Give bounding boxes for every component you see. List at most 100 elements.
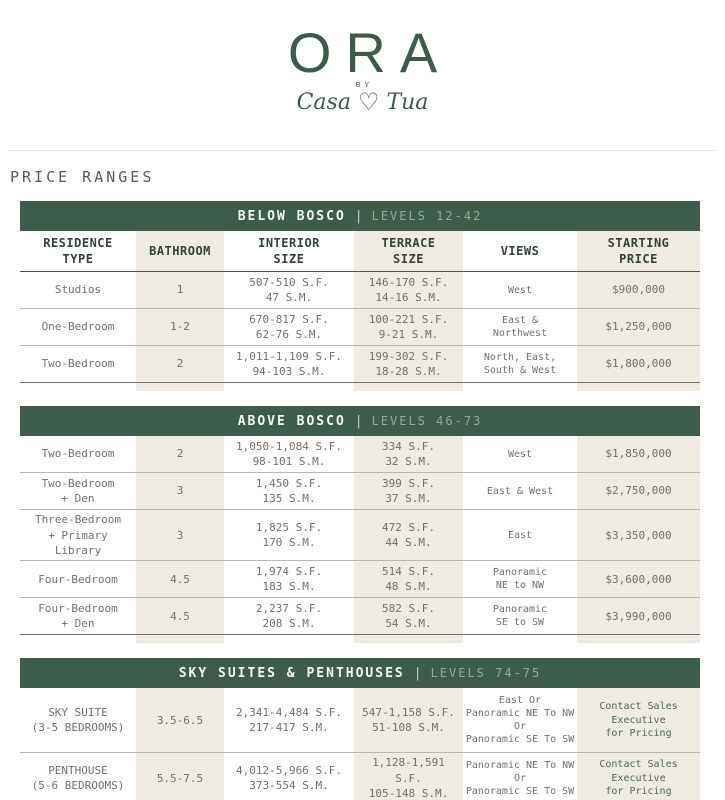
- interior-size-cell: 2,341-4,484 S.F. 217-417 S.M.: [236, 705, 342, 735]
- title-separator: |: [354, 413, 363, 429]
- starting-price-cell: $3,990,000: [577, 598, 700, 635]
- bathroom-cell: 4.5: [136, 561, 224, 598]
- section-title-bar: BELOW BOSCO | LEVELS 12-42: [20, 201, 700, 232]
- interior-size-cell: 1,011-1,109 S.F. 94-103 S.M.: [236, 349, 342, 379]
- bathroom-cell: 5.5-7.5: [136, 753, 224, 800]
- column-header-bathroom: BATHROOM: [136, 231, 224, 272]
- heart-icon: ♡: [357, 87, 380, 116]
- table-row: Two-Bedroom 2 1,050-1,084 S.F. 98-101 S.…: [20, 436, 700, 474]
- table-header-row: RESIDENCE TYPE BATHROOM INTERIOR SIZE TE…: [20, 231, 700, 273]
- contact-sales-cell: Contact Sales Executive for Pricing: [577, 688, 700, 753]
- interior-size-cell: 670-817 S.F. 62-76 S.M.: [249, 312, 329, 342]
- bathroom-cell: 1-2: [136, 309, 224, 346]
- section-title-bar: SKY SUITES & PENTHOUSES | LEVELS 74-75: [20, 658, 700, 689]
- views-cell: East & West: [486, 485, 554, 497]
- table-row: One-Bedroom 1-2 670-817 S.F. 62-76 S.M. …: [20, 309, 700, 347]
- logo-script-right: Tua: [386, 90, 429, 116]
- starting-price-cell: $1,850,000: [577, 436, 700, 473]
- table-row: Four-Bedroom + Den 4.5 2,237 S.F. 208 S.…: [20, 598, 700, 636]
- interior-size-cell: 507-510 S.F. 47 S.M.: [249, 275, 329, 305]
- terrace-size-cell: 399 S.F. 37 S.M.: [354, 473, 463, 510]
- terrace-size-cell: 514 S.F. 48 S.M.: [354, 561, 463, 598]
- logo-script-left: Casa: [296, 90, 351, 116]
- table-row: SKY SUITE (3-5 BEDROOMS) 3.5-6.5 2,341-4…: [20, 688, 700, 754]
- views-cell: West: [507, 448, 533, 460]
- section-title: ABOVE BOSCO: [237, 413, 346, 429]
- bathroom-cell: 3.5-6.5: [136, 688, 224, 753]
- views-cell: East: [507, 529, 533, 541]
- price-table-below-bosco: BELOW BOSCO | LEVELS 12-42 RESIDENCE TYP…: [20, 201, 700, 392]
- logo-casa-tua: Casa ♡ Tua: [0, 87, 725, 116]
- bathroom-cell: 2: [136, 436, 224, 473]
- interior-size-cell: 1,450 S.F. 135 S.M.: [255, 476, 323, 506]
- section-levels: LEVELS 12-42: [371, 209, 483, 224]
- views-cell: Panoramic NE To NW Or Panoramic SE To SW: [465, 759, 575, 797]
- bathroom-cell: 1: [136, 272, 224, 309]
- bathroom-cell: 3: [136, 510, 224, 561]
- residence-type-cell: Two-Bedroom: [41, 357, 115, 371]
- section-title: BELOW BOSCO: [237, 208, 346, 224]
- views-cell: East Or Panoramic NE To NW Or Panoramic …: [465, 695, 575, 746]
- contact-sales-cell: Contact Sales Executive for Pricing: [577, 753, 700, 800]
- interior-size-cell: 4,012-5,966 S.F. 373-554 S.M.: [236, 764, 342, 793]
- starting-price-cell: $1,800,000: [577, 346, 700, 383]
- residence-type-cell: Studios: [54, 283, 102, 297]
- residence-type-cell: PENTHOUSE (5-6 BEDROOMS): [31, 764, 125, 793]
- residence-type-cell: Four-Bedroom: [38, 572, 118, 586]
- interior-size-cell: 1,974 S.F. 183 S.M.: [255, 564, 323, 594]
- starting-price-cell: $3,350,000: [577, 510, 700, 561]
- views-cell: Panoramic SE to SW: [492, 604, 548, 629]
- residence-type-cell: Two-Bedroom: [41, 447, 115, 461]
- table-footer-stub: [20, 635, 700, 644]
- column-header-residence-type: RESIDENCE TYPE: [43, 236, 113, 267]
- views-cell: Panoramic NE to NW: [492, 567, 548, 592]
- horizontal-divider: [9, 150, 716, 152]
- table-row: PENTHOUSE (5-6 BEDROOMS) 5.5-7.5 4,012-5…: [20, 753, 700, 800]
- bathroom-cell: 3: [136, 473, 224, 510]
- residence-type-cell: Two-Bedroom + Den: [41, 476, 115, 506]
- column-header-interior-size: INTERIOR SIZE: [258, 236, 320, 267]
- price-table-above-bosco: ABOVE BOSCO | LEVELS 46-73 Two-Bedroom 2…: [20, 406, 700, 644]
- terrace-size-cell: 582 S.F. 54 S.M.: [354, 598, 463, 635]
- table-footer-stub: [20, 383, 700, 392]
- starting-price-cell: $3,600,000: [577, 561, 700, 598]
- terrace-size-cell: 472 S.F. 44 S.M.: [354, 510, 463, 561]
- residence-type-cell: SKY SUITE (3-5 BEDROOMS): [31, 705, 125, 735]
- section-levels: LEVELS 74-75: [430, 666, 542, 681]
- column-header-views: VIEWS: [500, 244, 540, 259]
- interior-size-cell: 1,825 S.F. 170 S.M.: [255, 520, 323, 550]
- terrace-size-cell: 146-170 S.F. 14-16 S.M.: [354, 272, 463, 309]
- section-title: SKY SUITES & PENTHOUSES: [178, 665, 405, 681]
- residence-type-cell: One-Bedroom: [41, 320, 115, 334]
- terrace-size-cell: 100-221 S.F. 9-21 S.M.: [354, 309, 463, 346]
- table-row: Studios 1 507-510 S.F. 47 S.M. 146-170 S…: [20, 272, 700, 310]
- terrace-size-cell: 334 S.F. 32 S.M.: [354, 436, 463, 473]
- starting-price-cell: $900,000: [577, 272, 700, 309]
- interior-size-cell: 2,237 S.F. 208 S.M.: [255, 601, 323, 631]
- views-cell: West: [507, 284, 533, 296]
- starting-price-cell: $2,750,000: [577, 473, 700, 510]
- views-cell: East & Northwest: [492, 315, 548, 340]
- table-row: Two-Bedroom + Den 3 1,450 S.F. 135 S.M. …: [20, 473, 700, 511]
- views-cell: North, East, South & West: [483, 352, 557, 377]
- terrace-size-cell: 547-1,158 S.F. 51-108 S.M.: [354, 688, 463, 753]
- page-title: PRICE RANGES: [10, 168, 155, 187]
- starting-price-cell: $1,250,000: [577, 309, 700, 346]
- title-separator: |: [354, 208, 363, 224]
- interior-size-cell: 1,050-1,084 S.F. 98-101 S.M.: [236, 439, 342, 469]
- logo-by: BY: [355, 82, 374, 90]
- section-title-bar: ABOVE BOSCO | LEVELS 46-73: [20, 406, 700, 437]
- column-header-starting-price: STARTING PRICE: [577, 231, 700, 272]
- residence-type-cell: Three-Bedroom + Primary Library: [34, 513, 122, 557]
- terrace-size-cell: 199-302 S.F. 18-28 S.M.: [354, 346, 463, 383]
- bathroom-cell: 2: [136, 346, 224, 383]
- table-row: Three-Bedroom + Primary Library 3 1,825 …: [20, 510, 700, 562]
- price-table-sky-suites-penthouses: SKY SUITES & PENTHOUSES | LEVELS 74-75 S…: [20, 658, 700, 800]
- title-separator: |: [413, 665, 422, 681]
- brand-logo: ORA BY Casa ♡ Tua: [0, 0, 725, 115]
- residence-type-cell: Four-Bedroom + Den: [38, 601, 118, 631]
- bathroom-cell: 4.5: [136, 598, 224, 635]
- terrace-size-cell: 1,128-1,591 S.F. 105-148 S.M.: [354, 753, 463, 800]
- table-row: Four-Bedroom 4.5 1,974 S.F. 183 S.M. 514…: [20, 561, 700, 599]
- column-header-terrace-size: TERRACE SIZE: [354, 231, 463, 272]
